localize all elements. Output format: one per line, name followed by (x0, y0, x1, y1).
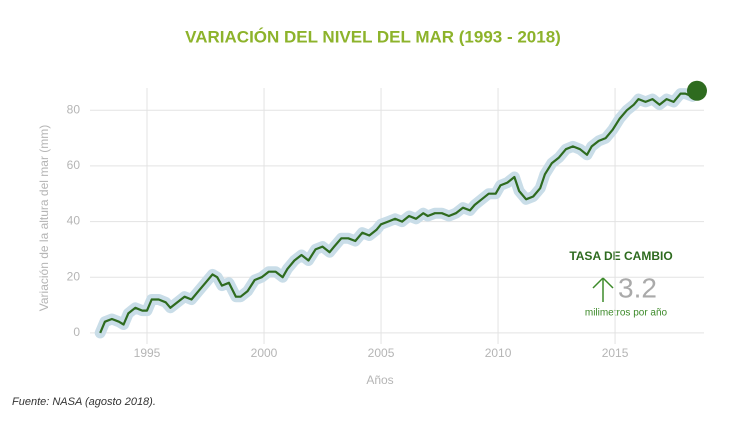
arrow-icon (592, 276, 614, 302)
plot: 0 20 40 60 80 1995 2000 2005 2010 2015 (67, 80, 707, 360)
y-tick-label: 0 (73, 325, 80, 339)
uncertainty-band (94, 85, 703, 339)
x-tick-label: 2000 (251, 346, 278, 360)
chart-title: VARIACIÓN DEL NIVEL DEL MAR (1993 - 2018… (185, 27, 561, 46)
x-tick-label: 2010 (485, 346, 512, 360)
source: Fuente: NASA (agosto 2018). (12, 396, 156, 408)
x-tick-label: 2005 (368, 346, 395, 360)
end-point (686, 80, 707, 101)
x-tick-label: 2015 (602, 346, 629, 360)
annotation-unit: milimetros por año (585, 308, 668, 319)
line (99, 90, 698, 334)
y-tick-label: 80 (67, 102, 81, 116)
y-tick-label: 40 (67, 214, 81, 228)
annotation-title: TASA DE CAMBIO (569, 249, 672, 263)
y-axis-label: Variación de la altura del mar (mm) (37, 125, 51, 312)
x-tick-label: 1995 (134, 346, 161, 360)
x-axis-label: Años (366, 373, 393, 387)
y-tick-label: 20 (67, 269, 81, 283)
y-tick-label: 60 (67, 158, 81, 172)
